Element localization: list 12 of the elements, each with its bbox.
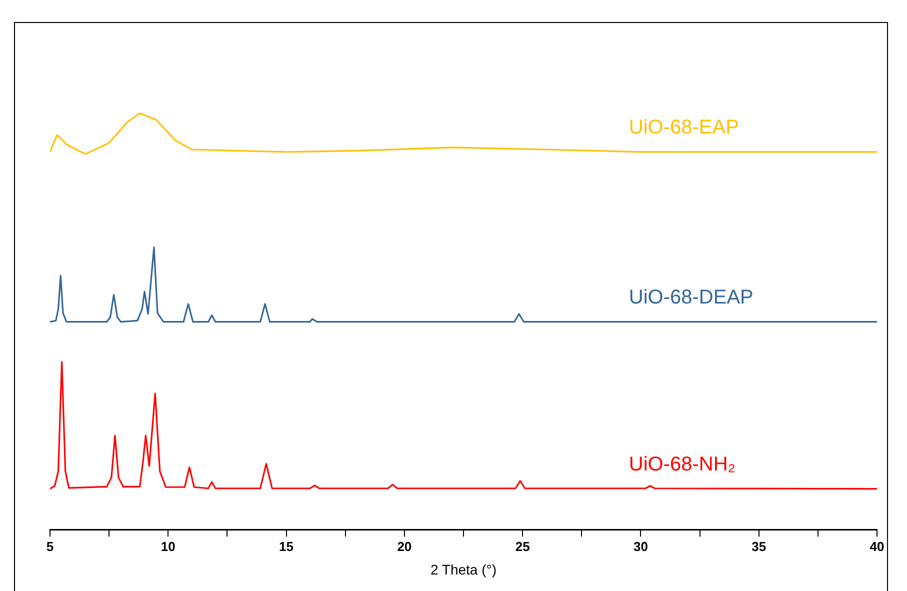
x-tick-label: 20 [397, 538, 412, 554]
series-label: UiO-68-NH₂ [628, 453, 736, 476]
x-tick-label: 30 [633, 538, 648, 554]
series-label: UiO-68-EAP [628, 116, 739, 138]
x-tick-label: 35 [752, 538, 766, 554]
x-tick-label: 10 [160, 538, 176, 554]
series-label: UiO-68-DEAP [628, 286, 754, 308]
x-tick-label: 5 [46, 538, 54, 554]
x-axis-title: 2 Theta (°) [430, 561, 497, 578]
x-tick-label: 40 [870, 538, 884, 554]
x-tick-label: 15 [279, 538, 294, 554]
x-tick-label: 25 [515, 538, 530, 554]
